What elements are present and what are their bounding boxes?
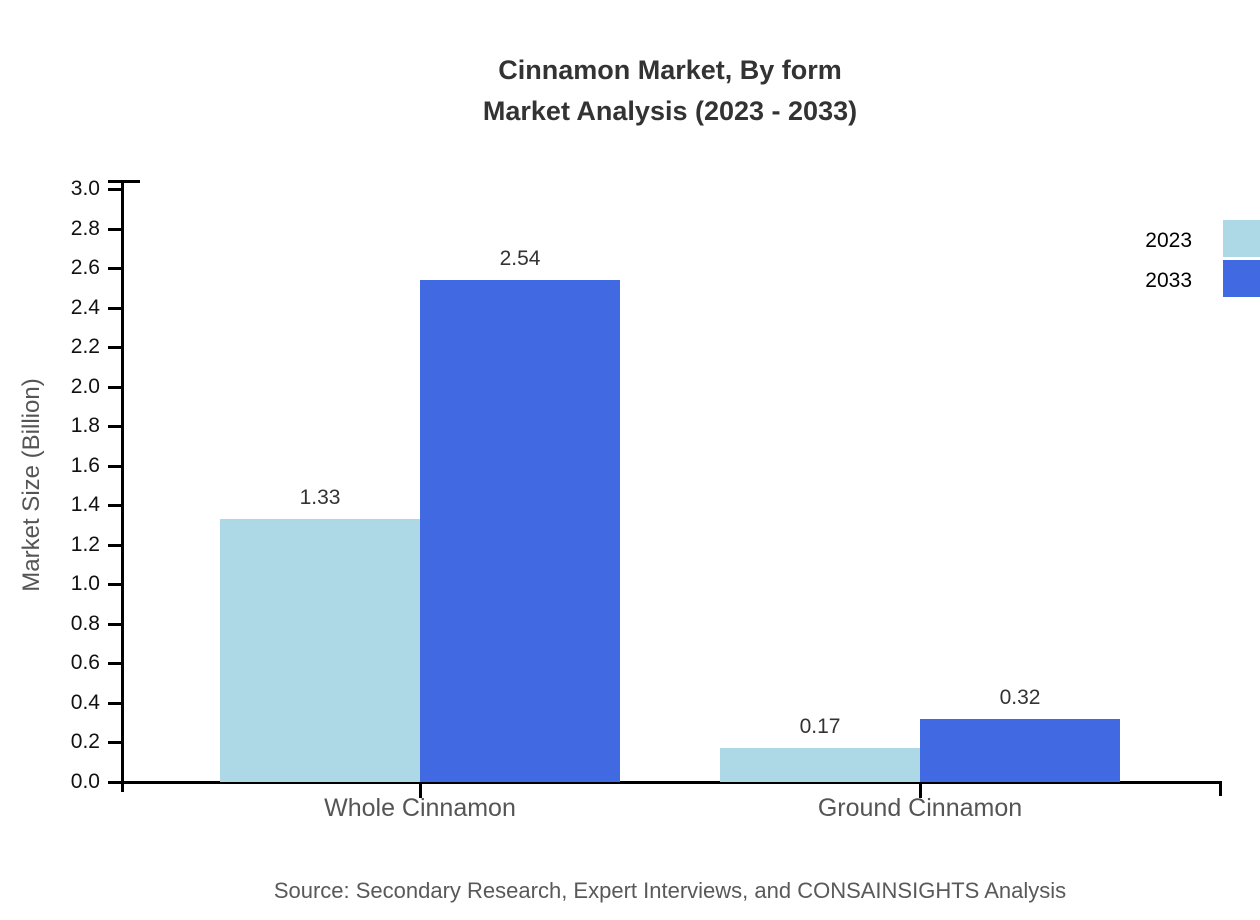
legend-label: 2023 (1145, 229, 1192, 252)
y-tick-label: 2.2 (70, 335, 100, 359)
y-tick-label: 2.0 (70, 374, 100, 398)
y-tick-label: 0.2 (70, 730, 100, 754)
y-tick (108, 543, 122, 547)
x-tick (919, 784, 922, 798)
y-axis-line (121, 180, 124, 792)
source-note: Source: Secondary Research, Expert Inter… (273, 878, 1067, 903)
bar-value-label: 0.17 (799, 715, 841, 739)
y-tick-label: 0.4 (70, 690, 100, 714)
bar-2023-ground-cinnamon (720, 748, 920, 782)
y-tick (108, 227, 122, 231)
y-tick (108, 425, 122, 429)
y-tick (108, 662, 122, 666)
y-tick-label: 0.0 (70, 770, 100, 793)
y-tick-label: 2.4 (70, 295, 100, 319)
y-axis-end-cap (108, 180, 140, 183)
chart-title: Cinnamon Market, By form Market Analysis… (80, 50, 1260, 132)
legend-swatch (1223, 260, 1260, 297)
y-tick (108, 464, 122, 468)
x-tick (419, 784, 422, 798)
x-category-label: Ground Cinnamon (817, 794, 1023, 822)
y-tick-label: 2.6 (70, 256, 100, 280)
bar-2023-whole-cinnamon (220, 519, 420, 782)
bar-value-label: 0.32 (999, 685, 1041, 709)
bar-2033-ground-cinnamon (920, 718, 1120, 782)
bar-2033-whole-cinnamon (420, 279, 620, 782)
bar-value-label: 1.33 (299, 486, 341, 510)
y-tick (108, 504, 122, 508)
y-tick-label: 1.6 (70, 453, 100, 477)
y-tick-label: 2.8 (70, 216, 100, 240)
y-tick (108, 701, 122, 705)
y-tick (108, 385, 122, 389)
chart-title-line1: Cinnamon Market, By form (498, 55, 842, 85)
chart-title-line2: Market Analysis (2023 - 2033) (482, 96, 858, 126)
y-tick (108, 741, 122, 745)
y-tick-label: 0.6 (70, 651, 100, 675)
y-tick (108, 346, 122, 350)
y-tick-label: 1.4 (70, 493, 100, 517)
y-tick-label: 1.2 (70, 532, 100, 556)
y-tick (108, 622, 122, 626)
legend-swatch (1223, 220, 1260, 257)
y-tick (108, 267, 122, 271)
y-tick-label: 0.8 (70, 611, 100, 635)
y-tick (108, 583, 122, 587)
y-tick (108, 188, 122, 191)
x-axis-end-cap (1219, 781, 1222, 796)
x-axis-line (122, 781, 1222, 784)
y-tick-label: 3.0 (70, 177, 100, 200)
legend-label: 2033 (1145, 269, 1192, 292)
x-category-label: Whole Cinnamon (324, 794, 516, 822)
bar-value-label: 2.54 (499, 246, 541, 270)
y-tick-label: 1.8 (70, 414, 100, 438)
y-tick (108, 781, 122, 784)
y-tick-label: 1.0 (70, 572, 100, 596)
y-tick (108, 306, 122, 310)
